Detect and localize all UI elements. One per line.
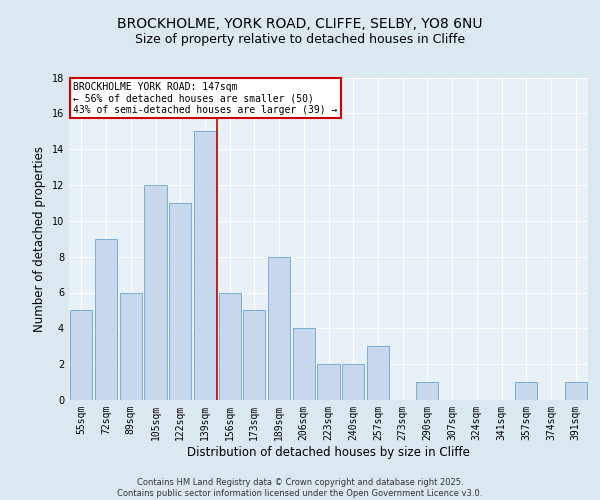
Bar (317, 364, 340, 400)
Bar (243, 310, 265, 400)
Bar (293, 328, 315, 400)
Bar (367, 346, 389, 400)
Bar (119, 292, 142, 400)
X-axis label: Distribution of detached houses by size in Cliffe: Distribution of detached houses by size … (187, 446, 470, 458)
Bar (565, 382, 587, 400)
Bar (218, 292, 241, 400)
Bar (70, 310, 92, 400)
Text: BROCKHOLME, YORK ROAD, CLIFFE, SELBY, YO8 6NU: BROCKHOLME, YORK ROAD, CLIFFE, SELBY, YO… (117, 18, 483, 32)
Bar (342, 364, 364, 400)
Bar (515, 382, 538, 400)
Bar (169, 203, 191, 400)
Bar (268, 256, 290, 400)
Y-axis label: Number of detached properties: Number of detached properties (33, 146, 46, 332)
Text: Size of property relative to detached houses in Cliffe: Size of property relative to detached ho… (135, 32, 465, 46)
Bar (145, 185, 167, 400)
Text: BROCKHOLME YORK ROAD: 147sqm
← 56% of detached houses are smaller (50)
43% of se: BROCKHOLME YORK ROAD: 147sqm ← 56% of de… (73, 82, 338, 115)
Bar (416, 382, 439, 400)
Bar (194, 132, 216, 400)
Text: Contains HM Land Registry data © Crown copyright and database right 2025.
Contai: Contains HM Land Registry data © Crown c… (118, 478, 482, 498)
Bar (95, 239, 117, 400)
